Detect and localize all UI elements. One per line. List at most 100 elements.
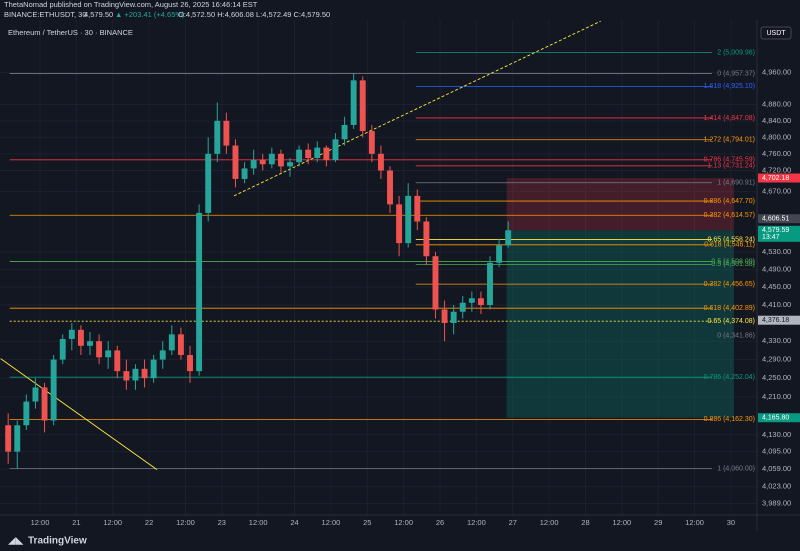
- candle-body: [296, 149, 303, 163]
- price-badge-sub: 13:47: [762, 234, 780, 241]
- y-tick-label: 4,450.00: [762, 282, 791, 291]
- target-zone: [506, 230, 734, 418]
- candle-body: [277, 153, 284, 167]
- level-label: 0.618 (4,546.11): [704, 242, 755, 249]
- x-tick-label: 28: [581, 518, 589, 527]
- candle-body: [68, 329, 75, 339]
- level-label: 0.618 (4,402.89): [704, 305, 755, 312]
- level-label: 0.886 (4,647.70): [704, 198, 755, 205]
- candle-body: [332, 139, 339, 161]
- candle-body: [259, 160, 266, 165]
- candle-body: [405, 195, 412, 244]
- x-tick-label: 12:00: [540, 518, 559, 527]
- y-tick-label: 4,840.00: [762, 116, 791, 125]
- x-tick-label: 12:00: [394, 518, 413, 527]
- y-tick-label: 3,989.00: [762, 499, 791, 508]
- candle-body: [32, 387, 39, 402]
- trendline: [233, 20, 601, 197]
- candle-body: [132, 368, 139, 381]
- level-label: 0.65 (4,558.24): [708, 236, 755, 243]
- candle-body: [441, 309, 448, 324]
- candle-body: [77, 329, 84, 346]
- x-tick-label: 29: [654, 518, 662, 527]
- level-label: 0.786 (4,745.59): [704, 157, 755, 164]
- level-label: 0.886 (4,162.30): [704, 416, 755, 423]
- footer: [0, 531, 800, 551]
- candle-body: [50, 359, 57, 421]
- price-badge: [758, 225, 800, 242]
- candle-body: [487, 262, 493, 305]
- y-tick-label: 4,880.00: [762, 100, 791, 109]
- currency-box: [760, 26, 792, 40]
- candle-body: [41, 387, 48, 421]
- y-tick-label: 4,960.00: [762, 67, 791, 76]
- candle-body: [323, 147, 330, 161]
- x-tick-label: 12:00: [612, 518, 631, 527]
- candle-body: [123, 371, 130, 381]
- plot: 2 (5,009.96) 0 (4,957.37) 1.618 (4,925.10)…: [0, 20, 757, 515]
- y-tick-label: 4,059.00: [762, 464, 791, 473]
- level-label: 0.382 (4,614.57): [704, 212, 755, 219]
- price-badge-label: 4,606.51: [762, 216, 789, 223]
- candle-body: [14, 425, 21, 452]
- level-label: 1.414 (4,847.08): [704, 115, 755, 122]
- y-tick-label: 4,290.00: [762, 355, 791, 364]
- candle-body: [341, 124, 348, 140]
- candle-body: [250, 160, 257, 169]
- candle-body: [177, 334, 184, 355]
- x-tick-label: 12:00: [467, 518, 486, 527]
- candle-body: [496, 245, 503, 263]
- stop-zone: [506, 178, 734, 231]
- level-label: 0.786 (4,252.04): [704, 374, 755, 381]
- candle-body: [223, 120, 230, 146]
- candle-body: [141, 368, 148, 379]
- level-label: 1 (4,060.00): [717, 465, 755, 472]
- level-label: 0 (4,957.37): [717, 70, 755, 77]
- candle-body: [105, 350, 112, 358]
- candle-body: [59, 338, 66, 360]
- candle-body: [477, 298, 484, 305]
- level-label: 0.5 (4,508.09): [711, 258, 755, 265]
- candle-body: [241, 168, 248, 179]
- candle-body: [232, 145, 239, 179]
- candle-body: [432, 256, 439, 310]
- last-price: 4,579.50: [84, 10, 113, 19]
- candle-body: [396, 204, 403, 244]
- y-tick-label: 4,760.00: [762, 149, 791, 158]
- symbol: BINANCE:ETHUSDT, 30: [4, 10, 87, 19]
- y-tick-label: 4,410.00: [762, 300, 791, 309]
- candle-body: [159, 350, 166, 360]
- price-badge: [758, 214, 800, 224]
- candle-body: [350, 80, 357, 125]
- candle-body: [314, 147, 321, 158]
- candle-body: [305, 149, 312, 158]
- y-tick-label: 4,023.00: [762, 482, 791, 491]
- candle-body: [505, 230, 512, 246]
- candle-body: [5, 425, 12, 452]
- x-tick-label: 22: [145, 518, 153, 527]
- candle-body: [387, 170, 393, 205]
- candle-body: [214, 120, 221, 154]
- brand-logo: ◢◣: [8, 536, 24, 547]
- x-tick-label: 30: [727, 518, 735, 527]
- candle-body: [450, 311, 457, 324]
- y-tick-label: 4,530.00: [762, 247, 791, 256]
- x-tick-label: 23: [218, 518, 226, 527]
- price-badge: [758, 413, 800, 423]
- trendline: [0, 358, 158, 470]
- publisher: ThetaNomad published on TradingView.com,…: [4, 0, 258, 9]
- candle-body: [468, 298, 475, 303]
- level-label: 0.382 (4,456.65): [704, 281, 755, 288]
- level-label: 1.272 (4,794.01): [704, 137, 755, 144]
- x-tick-label: 25: [363, 518, 371, 527]
- chart-legend: Ethereum / TetherUS · 30 · BINANCE: [8, 28, 133, 37]
- level-label: 0.5 (4,501.38): [711, 261, 755, 268]
- y-tick-label: 4,330.00: [762, 336, 791, 345]
- level-label: 2 (5,009.96): [717, 49, 755, 56]
- x-tick-label: 12:00: [249, 518, 268, 527]
- candle-body: [414, 195, 421, 222]
- y-tick-label: 4,095.00: [762, 447, 791, 456]
- candle-body: [187, 354, 193, 372]
- y-tick-label: 4,130.00: [762, 430, 791, 439]
